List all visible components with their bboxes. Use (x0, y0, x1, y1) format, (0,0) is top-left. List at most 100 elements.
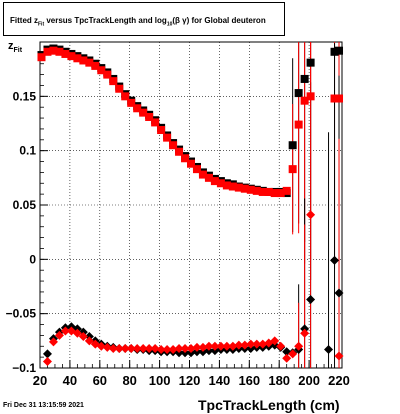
data-point-square (37, 53, 46, 62)
data-point-diamond (108, 343, 118, 353)
data-point-square (73, 54, 82, 63)
data-point-square (145, 112, 154, 121)
data-point-diamond (102, 342, 112, 352)
data-point-square (288, 141, 297, 150)
data-point-square (61, 49, 70, 58)
data-point-diamond (132, 343, 142, 353)
data-point-square (246, 185, 255, 194)
data-point-diamond (42, 356, 52, 366)
data-point-square (288, 165, 297, 174)
data-point-square (49, 46, 58, 55)
data-point-diamond (156, 345, 166, 355)
data-point-square (181, 154, 190, 163)
data-point-square (335, 46, 344, 55)
data-point-square (276, 189, 285, 198)
data-point-diamond (144, 343, 154, 353)
data-point-square (139, 108, 148, 117)
data-point-square (228, 182, 237, 191)
data-point-diamond (114, 343, 124, 353)
x-tick-label: 180 (268, 373, 290, 388)
data-point-diamond (210, 341, 220, 351)
data-point-diamond (234, 340, 244, 350)
data-point-square (306, 92, 315, 101)
data-point-square (216, 179, 225, 188)
data-point-square (198, 170, 207, 179)
data-point-diamond (306, 295, 316, 305)
data-point-diamond (54, 330, 64, 340)
data-point-square (330, 47, 339, 56)
x-tick-label: 100 (149, 373, 171, 388)
data-point-diamond (216, 341, 226, 351)
data-point-square (210, 177, 219, 186)
data-point-square (294, 89, 303, 98)
x-tick-label: 120 (179, 373, 201, 388)
data-point-diamond (162, 345, 172, 355)
x-tick-label: 140 (209, 373, 231, 388)
data-point-square (43, 47, 52, 56)
data-point-square (91, 61, 100, 70)
x-tick-label: 60 (93, 373, 107, 388)
data-point-diamond (60, 326, 70, 336)
data-point-square (204, 173, 213, 182)
data-point-diamond (180, 343, 190, 353)
x-tick-label: 200 (298, 373, 320, 388)
data-point-diamond (150, 343, 160, 353)
data-point-square (240, 184, 249, 193)
data-point-diamond (174, 343, 184, 353)
data-point-diamond (126, 343, 136, 353)
data-point-diamond (270, 336, 280, 346)
x-tick-label: 160 (238, 373, 260, 388)
data-point-diamond (198, 342, 208, 352)
data-point-diamond (258, 339, 268, 349)
data-point-square (222, 181, 231, 190)
data-point-diamond (42, 349, 52, 359)
data-point-square (85, 58, 94, 67)
data-point-diamond (324, 345, 334, 355)
data-point-diamond (186, 343, 196, 353)
data-point-square (121, 92, 130, 101)
data-point-diamond (276, 341, 286, 351)
data-point-diamond (138, 343, 148, 353)
title-box: Fitted zFit versus TpcTrackLength and lo… (3, 2, 285, 36)
data-point-square (234, 183, 243, 192)
x-tick-label: 80 (122, 373, 136, 388)
data-point-diamond (252, 339, 262, 349)
y-tick-label: −0.1 (12, 361, 36, 375)
data-point-diamond (294, 341, 304, 351)
data-point-square (300, 96, 309, 105)
data-point-square (97, 66, 106, 75)
data-point-square (55, 47, 64, 56)
data-point-square (103, 70, 112, 79)
data-point-diamond (84, 336, 94, 346)
data-point-diamond (192, 342, 202, 352)
data-point-square (169, 141, 178, 150)
data-point-diamond (204, 341, 214, 351)
chart-title: Fitted zFit versus TpcTrackLength and lo… (10, 16, 266, 28)
data-point-diamond (228, 341, 238, 351)
data-point-diamond (334, 288, 344, 298)
y-tick-label: 0.15 (13, 89, 37, 103)
data-point-square (133, 104, 142, 113)
x-tick-label: 220 (328, 373, 350, 388)
data-point-diamond (222, 341, 232, 351)
x-tick-label: 40 (63, 373, 77, 388)
data-point-diamond (334, 351, 344, 361)
data-point-square (151, 118, 160, 127)
data-point-square (163, 133, 172, 142)
data-point-diamond (240, 340, 250, 350)
y-axis-label: zFit (8, 40, 23, 55)
y-tick-label: 0.1 (19, 144, 36, 158)
data-point-diamond (168, 345, 178, 355)
data-point-square (175, 147, 184, 156)
data-point-diamond (72, 328, 82, 338)
data-point-diamond (330, 255, 340, 265)
data-point-square (157, 126, 166, 135)
data-point-diamond (282, 353, 292, 363)
data-point-diamond (96, 341, 106, 351)
data-point-square (67, 52, 76, 61)
data-point-square (79, 56, 88, 65)
data-point-diamond (48, 337, 58, 347)
data-point-square (300, 74, 309, 83)
data-point-square (115, 84, 124, 93)
